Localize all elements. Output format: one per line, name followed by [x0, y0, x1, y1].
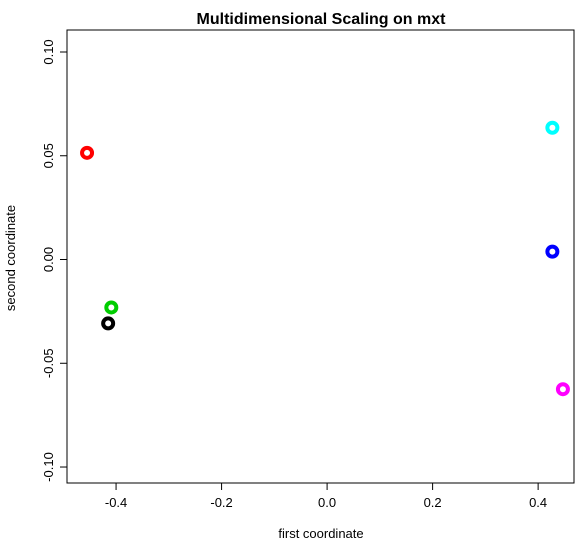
x-axis-label: first coordinate	[278, 526, 363, 541]
y-tick-label: 0.10	[41, 39, 56, 64]
x-tick-label: -0.2	[210, 495, 232, 510]
point	[545, 244, 560, 259]
point	[101, 316, 116, 331]
point	[80, 145, 95, 160]
x-tick-label: -0.4	[105, 495, 127, 510]
y-tick-label: -0.05	[41, 348, 56, 378]
chart-title: Multidimensional Scaling on mxt	[197, 11, 447, 28]
plot-frame	[66, 29, 575, 484]
point	[555, 382, 570, 397]
y-tick-label: 0.05	[41, 143, 56, 168]
point	[545, 120, 560, 135]
x-tick-label: 0.4	[529, 495, 547, 510]
point	[104, 300, 119, 315]
x-tick-label: 0.0	[318, 495, 336, 510]
x-tick-label: 0.2	[424, 495, 442, 510]
y-tick-label: 0.00	[41, 247, 56, 272]
y-axis-label: second coordinate	[3, 205, 18, 311]
y-tick-label: -0.10	[41, 452, 56, 482]
